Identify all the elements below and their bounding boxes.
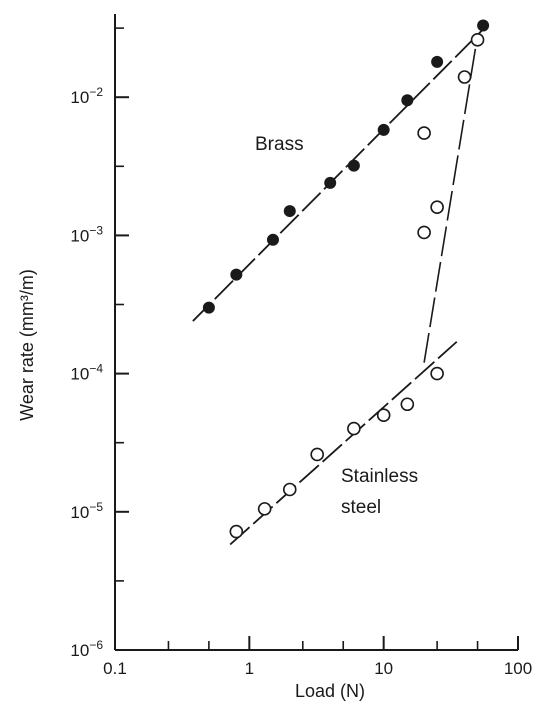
y-tick-label: 10−4	[70, 362, 103, 384]
series-label-stainless-steel: Stainless steel	[341, 466, 418, 518]
data-point-brass	[324, 176, 337, 189]
y-tick-label: 10−5	[70, 500, 103, 522]
data-point-stainless-steel	[430, 200, 444, 214]
data-points	[202, 19, 490, 539]
data-point-brass	[283, 205, 296, 218]
data-point-brass	[202, 301, 215, 314]
data-point-stainless-steel	[470, 33, 485, 47]
x-tick-label: 100	[504, 659, 532, 678]
trend-lines	[192, 28, 484, 546]
data-point-brass	[266, 233, 279, 246]
x-axis-title: Load (N)	[295, 681, 365, 701]
transition-line-stainless-steel	[423, 35, 479, 363]
data-point-stainless-steel	[257, 502, 272, 516]
axes	[114, 14, 519, 651]
x-tick-label: 0.1	[103, 659, 127, 678]
y-tick-label: 10−3	[70, 223, 103, 245]
data-point-stainless-steel	[400, 397, 415, 412]
x-tick-label: 10	[374, 659, 393, 678]
data-point-stainless-steel	[282, 482, 297, 497]
data-point-stainless-steel	[310, 447, 324, 462]
data-point-stainless-steel	[229, 524, 244, 539]
data-point-brass	[347, 159, 360, 172]
y-axis-title: Wear rate (mm³/m)	[17, 269, 37, 421]
series-label-brass: Brass	[255, 134, 304, 155]
data-point-brass	[230, 268, 243, 281]
data-point-brass	[477, 19, 490, 32]
data-point-stainless-steel	[457, 70, 472, 84]
y-tick-label: 10−6	[70, 638, 103, 660]
data-point-stainless-steel	[430, 366, 444, 381]
x-tick-label: 1	[245, 659, 254, 678]
data-point-brass	[401, 94, 414, 107]
data-point-brass	[377, 123, 390, 136]
data-point-brass	[431, 55, 444, 68]
data-point-stainless-steel	[347, 421, 361, 436]
data-point-stainless-steel	[417, 225, 431, 240]
tick-labels: 0.1 1 10 100 10−6 10−5 10−4 10−3 10−2	[70, 85, 532, 678]
data-point-stainless-steel	[376, 408, 391, 423]
data-point-stainless-steel	[417, 126, 431, 140]
y-tick-label: 10−2	[70, 85, 103, 107]
